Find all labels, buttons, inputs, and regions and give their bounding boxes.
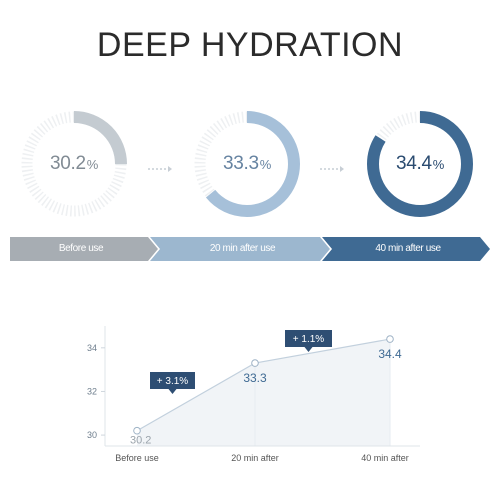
step-segment-20-min bbox=[150, 237, 330, 261]
x-category-label: 40 min after bbox=[361, 453, 409, 463]
ring-progress-arc bbox=[194, 111, 300, 217]
ring-40-min: 34.4% bbox=[362, 106, 478, 222]
chart-area-fill bbox=[137, 339, 390, 446]
ring-value-unit: % bbox=[86, 156, 99, 172]
arrow-dots-icon bbox=[319, 160, 345, 172]
ring-value: 30.2% bbox=[16, 106, 132, 222]
ring-value-number: 33.3 bbox=[222, 153, 259, 174]
annotation-label: + 1.1% bbox=[293, 334, 325, 345]
x-category-label: 20 min after bbox=[231, 453, 279, 463]
arrow-dots-icon bbox=[147, 160, 173, 172]
y-tick-label: 30 bbox=[87, 430, 97, 440]
ring-value-unit: % bbox=[259, 156, 272, 172]
step-segment-before-use bbox=[10, 237, 158, 261]
y-tick-label: 32 bbox=[87, 386, 97, 396]
annotation-bubble bbox=[150, 372, 195, 394]
step-label-40-min: 40 min after use bbox=[375, 243, 441, 254]
step-label-before-use: Before use bbox=[58, 243, 104, 254]
data-label: 33.3 bbox=[243, 371, 267, 385]
step-segment-40-min bbox=[322, 237, 490, 261]
data-label: 34.4 bbox=[378, 347, 402, 361]
ring-progress-arc bbox=[21, 111, 127, 217]
x-category-label: Before use bbox=[115, 453, 159, 463]
ring-value-number: 34.4 bbox=[395, 153, 432, 174]
step-bar bbox=[0, 236, 500, 262]
ring-value-number: 30.2 bbox=[49, 153, 86, 174]
data-point bbox=[251, 359, 259, 367]
annotation-bubble bbox=[285, 330, 332, 352]
chart-canvas: 30 32 34 30.2 33.3 34.4 + 3.1% + 1.1% Before use… bbox=[87, 326, 420, 463]
annotation-label: + 3.1% bbox=[157, 376, 189, 387]
ring-value: 34.4% bbox=[362, 106, 478, 222]
ring-20-min-graphic bbox=[194, 111, 300, 217]
ring-20-min: 33.3% bbox=[189, 106, 305, 222]
page-title: DEEP HYDRATION bbox=[96, 26, 404, 64]
ring-value: 33.3% bbox=[189, 106, 305, 222]
ring-value-unit: % bbox=[432, 156, 445, 172]
ring-40-min-graphic bbox=[367, 111, 473, 217]
data-point bbox=[133, 426, 141, 435]
data-label: 30.2 bbox=[130, 435, 151, 447]
data-point bbox=[386, 335, 394, 343]
ring-before-use: 30.2% bbox=[16, 106, 132, 222]
step-label-20-min: 20 min after use bbox=[209, 243, 276, 254]
ring-progress-arc bbox=[367, 111, 473, 217]
ring-before-use-graphic bbox=[21, 111, 127, 217]
hydration-line-chart: 30 32 34 30.2 33.3 34.4 + 3.1% + 1.1% Before use… bbox=[0, 318, 500, 468]
y-tick-label: 34 bbox=[87, 343, 97, 353]
